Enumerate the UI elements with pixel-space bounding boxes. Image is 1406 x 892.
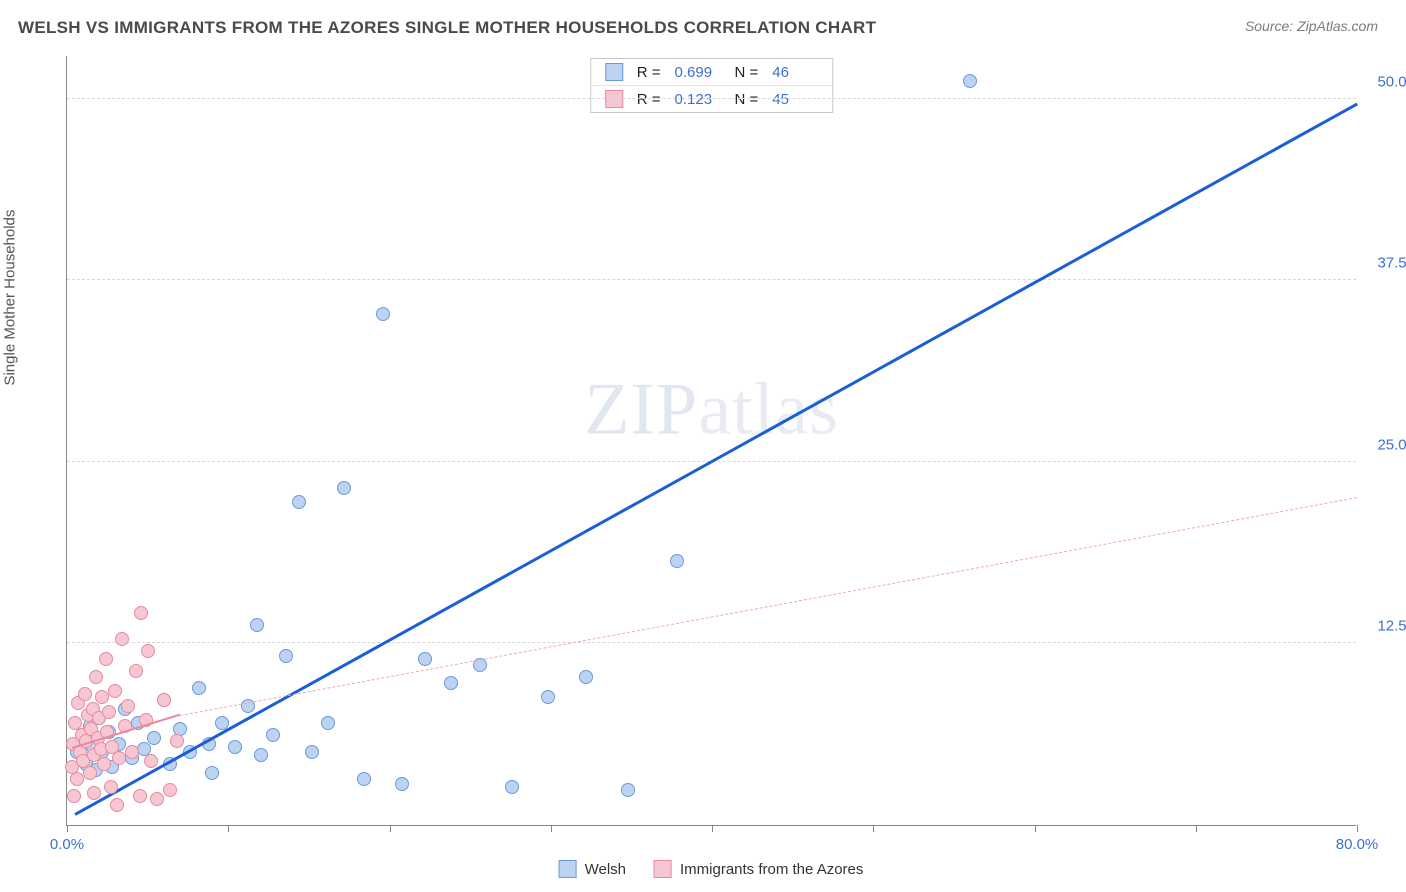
legend-label: Immigrants from the Azores	[680, 861, 863, 878]
legend-swatch	[559, 860, 577, 878]
trend-line	[180, 497, 1357, 716]
data-point	[305, 745, 319, 759]
data-point	[376, 307, 390, 321]
data-point	[205, 766, 219, 780]
data-point	[505, 780, 519, 794]
data-point	[70, 772, 84, 786]
data-point	[157, 693, 171, 707]
data-point	[112, 751, 126, 765]
x-tick	[1196, 825, 1197, 832]
plot-region: ZIPatlas R =0.699N =46R =0.123N =45 12.5…	[66, 56, 1356, 826]
data-point	[141, 644, 155, 658]
y-tick-label: 25.0%	[1377, 436, 1406, 453]
data-point	[150, 792, 164, 806]
data-point	[192, 681, 206, 695]
data-point	[102, 705, 116, 719]
stats-legend-box: R =0.699N =46R =0.123N =45	[590, 58, 834, 113]
x-tick	[551, 825, 552, 832]
data-point	[418, 652, 432, 666]
x-tick	[1035, 825, 1036, 832]
data-point	[579, 670, 593, 684]
data-point	[144, 754, 158, 768]
bottom-legend: Welsh Immigrants from the Azores	[559, 860, 864, 878]
x-tick-label: 80.0%	[1336, 836, 1379, 853]
data-point	[266, 728, 280, 742]
trend-line	[74, 103, 1357, 816]
source-attribution: Source: ZipAtlas.com	[1245, 18, 1378, 34]
data-point	[357, 772, 371, 786]
data-point	[254, 748, 268, 762]
data-point	[99, 652, 113, 666]
data-point	[292, 495, 306, 509]
data-point	[395, 777, 409, 791]
y-tick-label: 37.5%	[1377, 255, 1406, 272]
data-point	[129, 664, 143, 678]
y-tick-label: 12.5%	[1377, 618, 1406, 635]
chart-title: WELSH VS IMMIGRANTS FROM THE AZORES SING…	[18, 18, 876, 38]
data-point	[95, 690, 109, 704]
legend-swatch	[605, 63, 623, 81]
gridline	[67, 642, 1356, 643]
data-point	[104, 780, 118, 794]
data-point	[97, 757, 111, 771]
x-tick-label: 0.0%	[50, 836, 84, 853]
data-point	[444, 676, 458, 690]
x-tick	[1357, 825, 1358, 832]
data-point	[670, 554, 684, 568]
data-point	[89, 670, 103, 684]
legend-label: Welsh	[585, 861, 626, 878]
stats-row: R =0.123N =45	[591, 86, 833, 112]
legend-swatch	[654, 860, 672, 878]
data-point	[170, 734, 184, 748]
legend-swatch	[605, 90, 623, 108]
data-point	[78, 687, 92, 701]
data-point	[115, 632, 129, 646]
data-point	[250, 618, 264, 632]
data-point	[963, 74, 977, 88]
data-point	[228, 740, 242, 754]
data-point	[321, 716, 335, 730]
data-point	[163, 783, 177, 797]
x-tick	[390, 825, 391, 832]
data-point	[133, 789, 147, 803]
legend-item: Immigrants from the Azores	[654, 860, 863, 878]
x-tick	[67, 825, 68, 832]
x-tick	[712, 825, 713, 832]
chart-area: Single Mother Households ZIPatlas R =0.6…	[18, 56, 1378, 874]
y-tick-label: 50.0%	[1377, 73, 1406, 90]
legend-item: Welsh	[559, 860, 626, 878]
data-point	[134, 606, 148, 620]
data-point	[121, 699, 135, 713]
data-point	[147, 731, 161, 745]
data-point	[87, 786, 101, 800]
x-tick	[873, 825, 874, 832]
data-point	[125, 745, 139, 759]
data-point	[108, 684, 122, 698]
data-point	[67, 789, 81, 803]
gridline	[67, 98, 1356, 99]
data-point	[83, 766, 97, 780]
data-point	[541, 690, 555, 704]
y-axis-label: Single Mother Households	[2, 210, 19, 386]
data-point	[110, 798, 124, 812]
x-tick	[228, 825, 229, 832]
data-point	[279, 649, 293, 663]
gridline	[67, 279, 1356, 280]
data-point	[337, 481, 351, 495]
stats-row: R =0.699N =46	[591, 59, 833, 86]
data-point	[621, 783, 635, 797]
